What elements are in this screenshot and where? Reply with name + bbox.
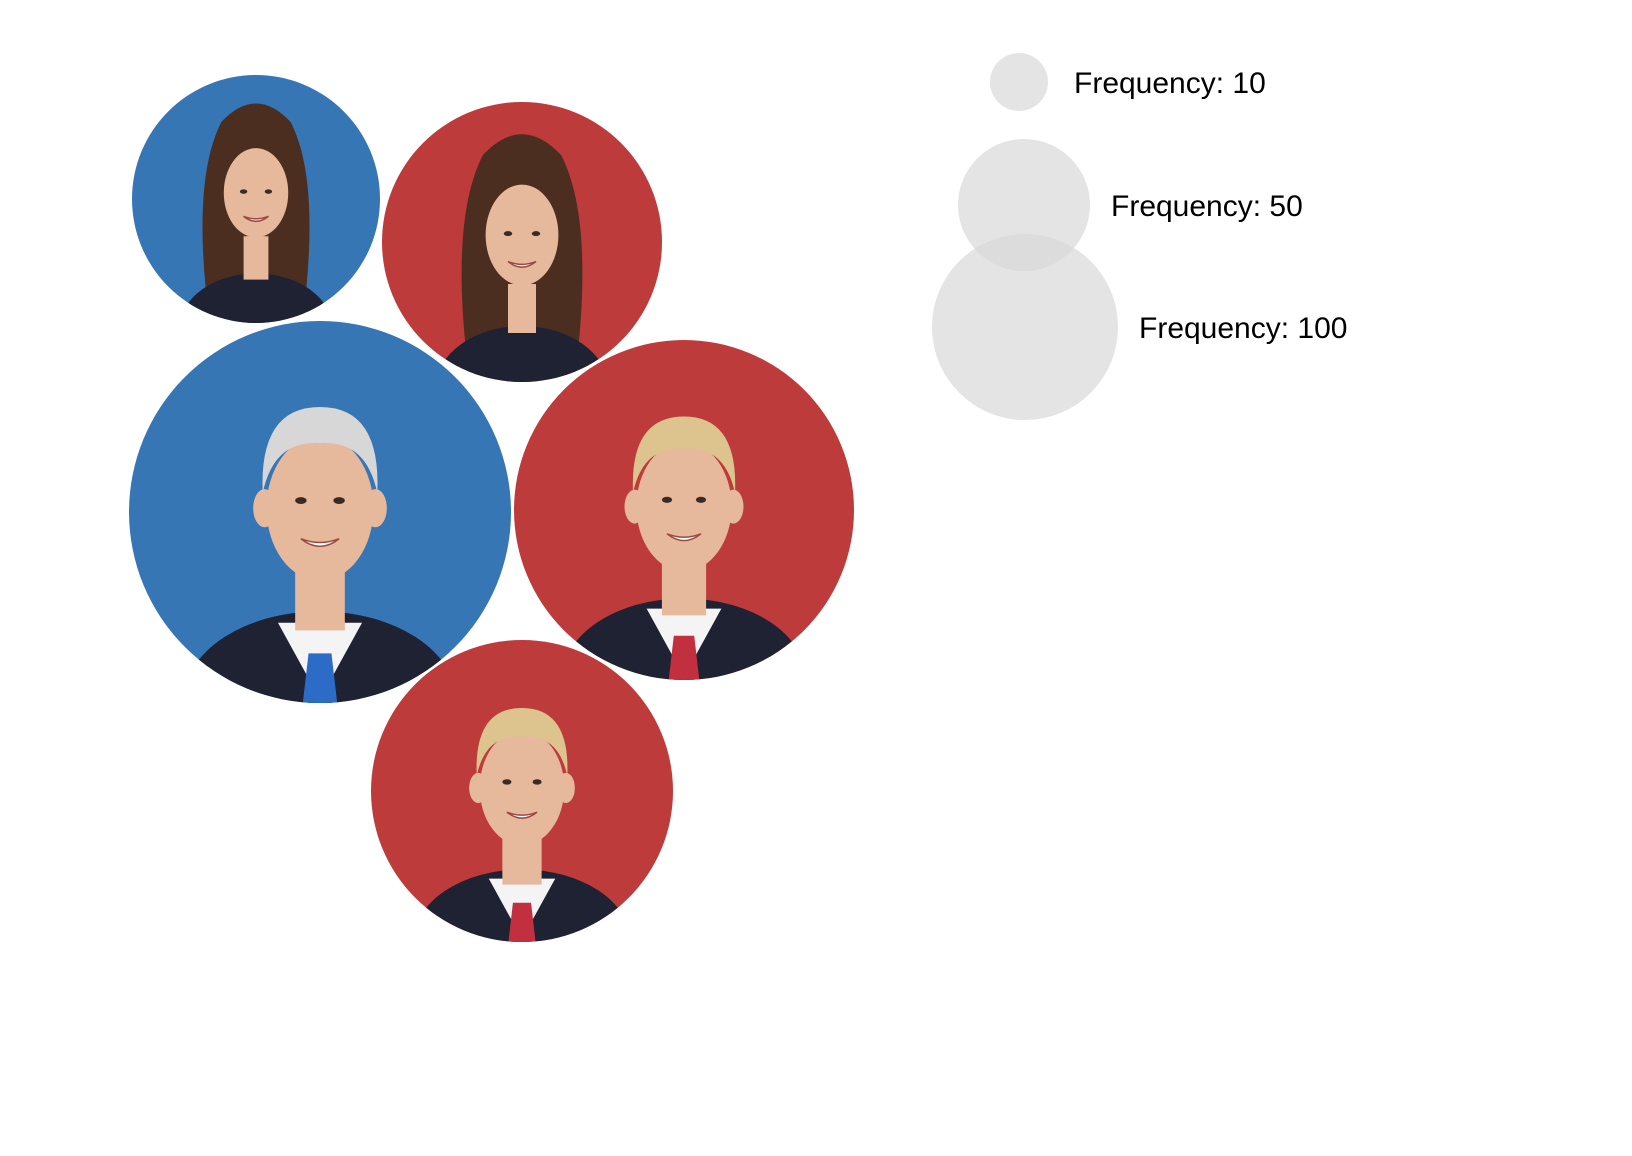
face-shape — [636, 442, 732, 572]
eye-shape — [239, 189, 248, 194]
smile-shape — [300, 538, 340, 548]
smile-shape — [506, 811, 538, 819]
legend-label: Frequency: 100 — [1139, 312, 1347, 345]
eye-shape — [532, 779, 542, 785]
smile-shape — [243, 215, 269, 223]
man-portrait-icon — [413, 707, 631, 942]
legend-bubble — [958, 139, 1090, 271]
eye-shape — [661, 496, 673, 503]
face-shape — [485, 184, 559, 286]
legend-bubble — [990, 53, 1048, 111]
suit-shape — [413, 869, 631, 942]
woman-portrait-icon — [179, 103, 333, 323]
bubble — [132, 75, 380, 323]
eye-shape — [503, 231, 513, 237]
eye-shape — [333, 497, 345, 504]
man-portrait-icon — [561, 416, 807, 680]
eye-shape — [295, 497, 307, 504]
tie-shape — [302, 653, 338, 703]
shoulders-shape — [435, 326, 609, 382]
face-shape — [223, 148, 289, 238]
smile-shape — [507, 260, 537, 268]
eye-shape — [502, 779, 512, 785]
suit-shape — [561, 598, 807, 680]
tie-shape — [668, 635, 700, 680]
neck-shape — [508, 284, 536, 333]
woman-portrait-icon — [435, 134, 609, 382]
bubble — [129, 321, 511, 703]
smile-shape — [666, 533, 702, 542]
face-shape — [266, 435, 374, 581]
bubble — [371, 640, 673, 942]
tie-shape — [508, 902, 536, 942]
bubble-group — [129, 75, 854, 942]
eye-shape — [264, 189, 273, 194]
man-portrait-icon — [182, 406, 458, 703]
face-shape — [479, 730, 565, 846]
shoulders-shape — [179, 273, 333, 323]
bubble — [382, 102, 662, 382]
hair-shape — [476, 707, 568, 776]
legend-label: Frequency: 10 — [1074, 67, 1266, 100]
suit-shape — [182, 611, 458, 703]
legend-label: Frequency: 50 — [1111, 190, 1303, 223]
legend-bubble — [932, 234, 1118, 420]
eye-shape — [531, 231, 541, 237]
neck-shape — [243, 236, 269, 280]
eye-shape — [695, 496, 707, 503]
size-legend: Frequency: 10 Frequency: 50 Frequency: 100 — [932, 53, 1347, 420]
bubble — [514, 340, 854, 680]
hair-shape — [262, 406, 378, 493]
hair-shape — [632, 416, 736, 493]
